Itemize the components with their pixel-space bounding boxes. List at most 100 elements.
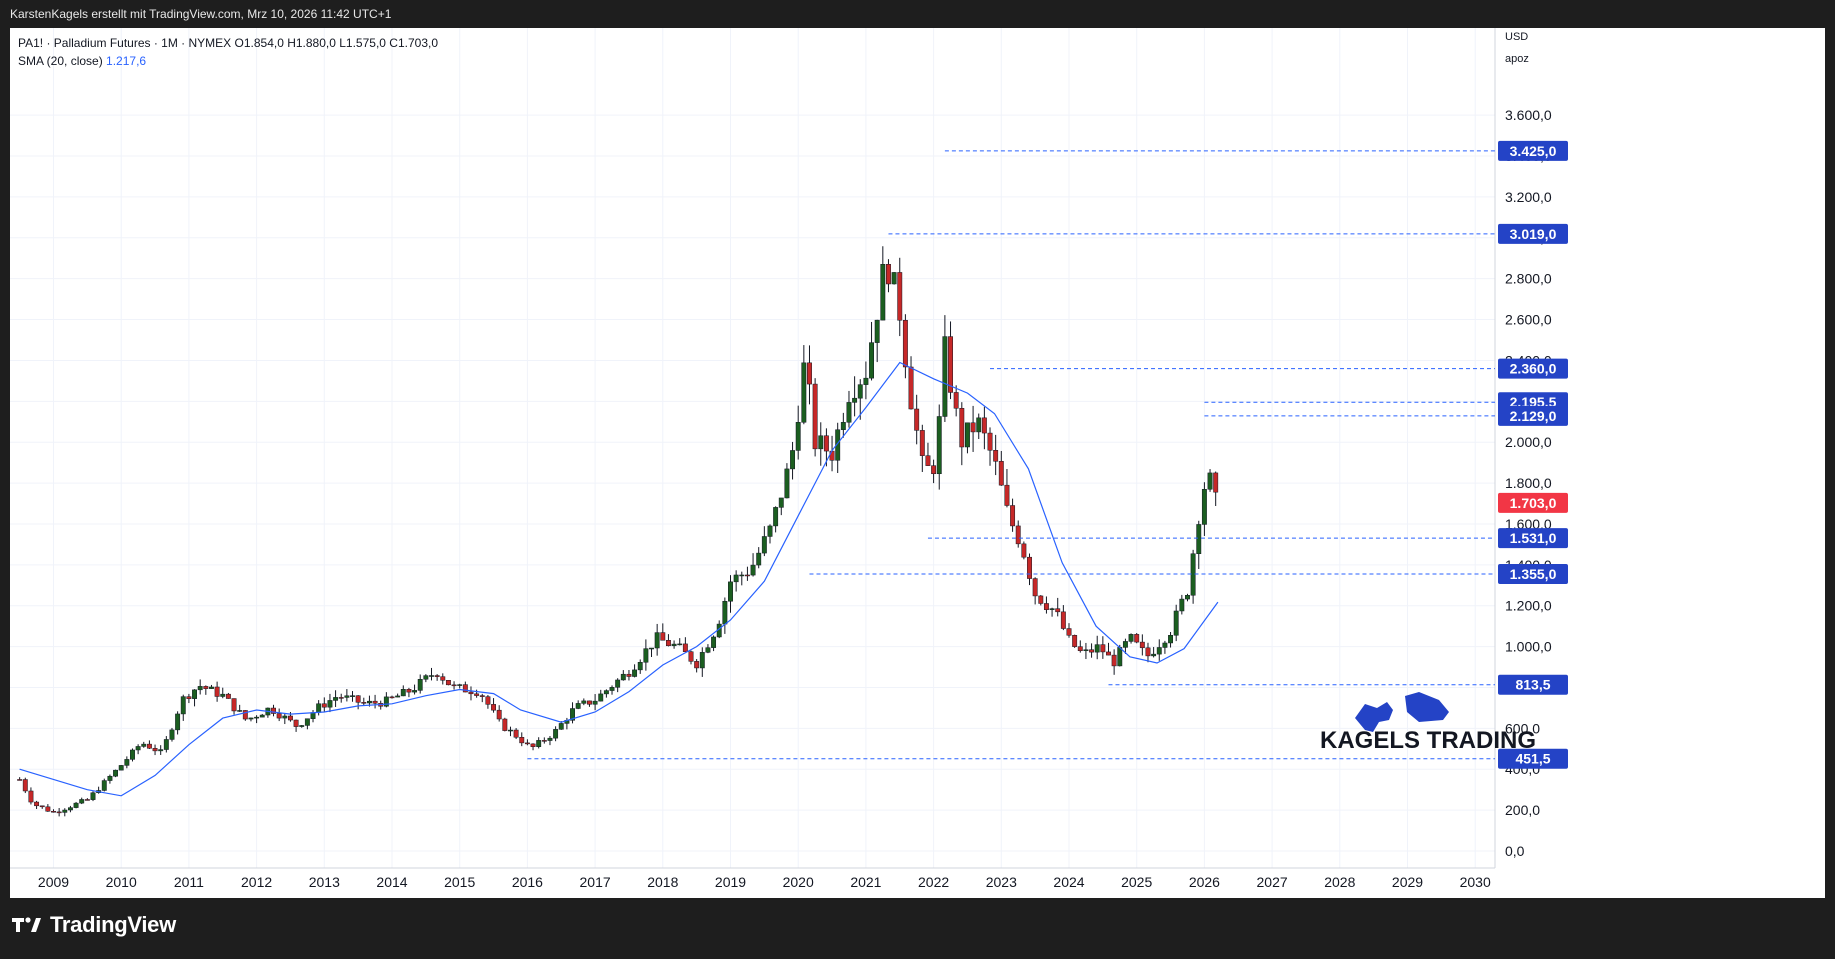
candle-down (28, 790, 34, 803)
y-tick-label: 600,0 (1505, 720, 1540, 736)
candle-up (90, 792, 96, 800)
candle-down (1015, 525, 1021, 545)
candle-up (209, 686, 214, 689)
candle-down (513, 729, 519, 738)
candle-up (1122, 641, 1128, 648)
x-tick-label: 2021 (850, 874, 881, 890)
bull-icon (1355, 702, 1393, 732)
candle-up (671, 643, 677, 647)
candle-down (276, 713, 282, 719)
candle-up (874, 319, 880, 343)
candle-up (79, 799, 85, 804)
candle-up (1201, 489, 1207, 525)
candle-down (744, 574, 750, 577)
x-tick-label: 2012 (241, 874, 272, 890)
candle-down (491, 704, 497, 711)
candle-up (852, 397, 858, 403)
candle-up (333, 697, 339, 701)
candle-up (603, 690, 609, 695)
candle-up (310, 712, 316, 719)
candle-down (355, 695, 361, 703)
x-tick-label: 2026 (1189, 874, 1220, 890)
candle-up (192, 689, 197, 699)
candle-up (553, 729, 559, 739)
candle-down (485, 696, 491, 705)
candle-down (242, 710, 248, 720)
level-label-bg (1498, 748, 1568, 769)
candle-down (1077, 646, 1083, 652)
candle-up (699, 652, 705, 669)
price-chart[interactable]: 0,0200,0400,0600,0800,01.000,01.200,01.4… (10, 28, 1825, 898)
candle-up (220, 693, 226, 697)
candle-up (840, 422, 846, 430)
sma-value: 1.217,6 (106, 54, 147, 68)
kagels-trading-wordmark: KAGELS TRADING (1320, 727, 1536, 754)
y-tick-label: 2.600,0 (1505, 312, 1552, 328)
x-tick-label: 2011 (174, 874, 204, 890)
candle-up (592, 700, 598, 705)
candle-up (818, 435, 824, 450)
level-label-bg (1498, 358, 1568, 379)
candle-down (998, 461, 1004, 486)
candle-up (107, 775, 113, 781)
candle-down (479, 695, 485, 697)
candle-down (186, 696, 192, 699)
chart-frame[interactable]: 0,0200,0400,0600,0800,01.000,01.200,01.4… (10, 28, 1825, 898)
candle-down (17, 779, 23, 781)
candle-up (1168, 635, 1173, 644)
candle-down (502, 718, 508, 731)
candle-down (1055, 608, 1061, 613)
candle-down (807, 362, 812, 385)
attribution-bar: KarstenKagels erstellt mit TradingView.c… (0, 0, 1835, 28)
tradingview-logo[interactable]: TradingView (12, 912, 176, 938)
bear-icon (1405, 692, 1449, 722)
candle-up (570, 708, 575, 721)
candle-down (1021, 543, 1027, 558)
candle-up (316, 703, 322, 713)
candle-up (1094, 644, 1100, 653)
level-label: 1.531,0 (1510, 530, 1557, 546)
candle-down (361, 702, 367, 704)
x-tick-label: 2025 (1121, 874, 1152, 890)
candle-down (146, 743, 152, 749)
candle-down (434, 675, 440, 677)
candle-up (158, 749, 164, 752)
level-label: 451,5 (1515, 751, 1550, 767)
candle-down (1010, 505, 1016, 527)
candle-up (141, 743, 147, 747)
chart-legend: PA1! · Palladium Futures · 1M · NYMEX O1… (18, 34, 438, 70)
candle-down (908, 366, 914, 410)
candle-up (429, 675, 434, 677)
candle-down (271, 707, 276, 714)
candle-up (1173, 610, 1179, 636)
level-label-bg (1498, 140, 1568, 161)
candle-up (767, 525, 773, 537)
candle-up (163, 739, 169, 750)
candle-up (620, 673, 626, 681)
candle-up (508, 729, 513, 732)
candle-down (953, 392, 959, 409)
candle-up (1151, 653, 1157, 657)
candle-down (959, 408, 965, 448)
candle-up (976, 417, 982, 433)
candle-down (812, 383, 818, 450)
candle-up (936, 416, 942, 475)
candle-up (891, 272, 897, 285)
candle-down (440, 676, 446, 681)
candle-up (1128, 634, 1134, 642)
scale-mode-label[interactable]: apoz (1505, 53, 1529, 65)
x-tick-label: 2009 (38, 874, 69, 890)
candle-down (665, 640, 671, 647)
candle-down (1027, 556, 1032, 579)
level-label: 813,5 (1515, 677, 1550, 693)
y-tick-label: 2.000,0 (1505, 434, 1552, 450)
candle-up (344, 695, 350, 698)
x-tick-label: 2018 (647, 874, 678, 890)
level-label-bg (1498, 405, 1568, 426)
candle-down (231, 698, 237, 712)
sma-label: SMA (20, close) (18, 54, 103, 68)
candle-down (530, 743, 536, 747)
level-label: 3.425,0 (1510, 143, 1557, 159)
candle-up (705, 647, 711, 653)
candle-up (773, 507, 779, 527)
